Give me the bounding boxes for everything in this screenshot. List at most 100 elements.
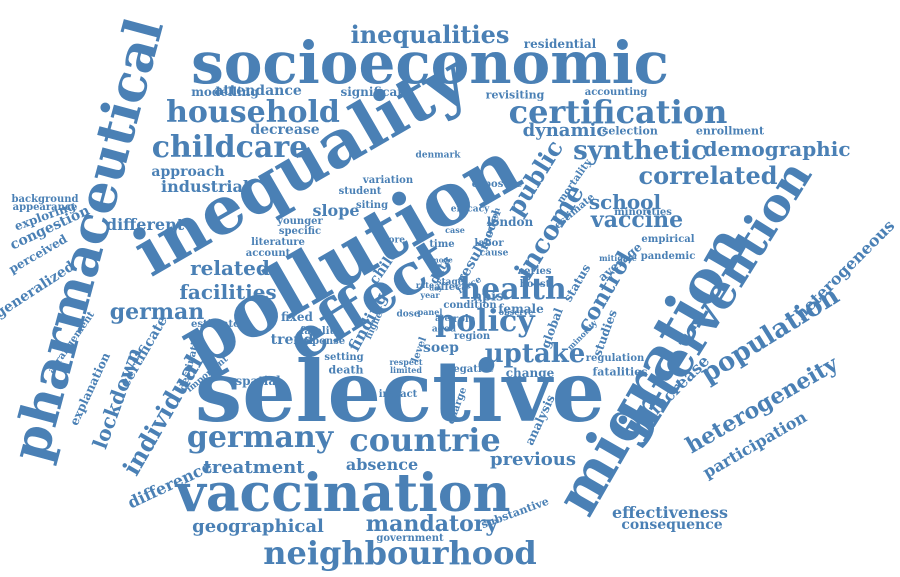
cloud-word-effectiveness: effectiveness [611, 503, 729, 522]
cloud-word-role: role [452, 314, 476, 325]
cloud-word-area: area [435, 313, 455, 323]
cloud-word-day: day [429, 283, 443, 293]
cloud-word-accounting: accounting [584, 87, 648, 98]
cloud-word-observe: observe [498, 307, 534, 317]
cloud-word-minorities: minorities [614, 207, 672, 218]
cloud-word-background: background [11, 194, 79, 205]
cloud-word-policy: policy [435, 304, 535, 339]
cloud-word-related: related [190, 256, 270, 280]
cloud-word-decrease: decrease [250, 122, 320, 138]
cloud-word-different: different [105, 215, 185, 234]
cloud-word-absence: absence [345, 455, 419, 474]
cloud-word-modelling: modelling [191, 85, 259, 99]
cloud-word-household: household [166, 95, 340, 130]
cloud-word-neighbourhood: neighbourhood [263, 534, 537, 572]
cloud-word-childcare: childcare [151, 130, 309, 165]
cloud-word-npis: npis [472, 289, 504, 305]
cloud-word-response: response [294, 336, 346, 347]
cloud-word-efficacy: efficacy [450, 204, 490, 215]
cloud-word-region: region [453, 331, 491, 342]
cloud-word-panel: panel [417, 307, 443, 317]
cloud-word-dose: dose [396, 309, 420, 320]
cloud-word-vaccine: vaccine [590, 207, 684, 233]
cloud-word-demographic: demographic [703, 137, 851, 161]
cloud-word-countrie: countrie [349, 421, 501, 459]
cloud-word-selection: selection [602, 124, 658, 138]
cloud-word-cause: cause [479, 248, 509, 259]
cloud-word-variation: variation [362, 175, 414, 186]
cloud-word-government: government [376, 533, 444, 544]
cloud-word-significant: significant [340, 85, 412, 99]
cloud-word-estimator: estimator [190, 319, 246, 330]
cloud-word-certification: certification [508, 93, 728, 131]
cloud-word-literature: literature [251, 237, 305, 248]
cloud-word-approach: approach [151, 164, 225, 180]
cloud-word-series: series [518, 266, 552, 277]
cloud-word-younger: younger [277, 216, 323, 227]
cloud-word-specific: specific [278, 226, 322, 237]
cloud-word-respect: respect [389, 357, 423, 367]
cloud-word-enrollment: enrollment [695, 124, 765, 138]
cloud-word-revisiting: revisiting [485, 88, 545, 102]
cloud-word-fatalities: fatalities [592, 365, 648, 379]
cloud-word-death: death [328, 363, 364, 377]
cloud-word-residential: residential [523, 37, 597, 51]
cloud-word-denmark: denmark [415, 150, 461, 161]
cloud-word-synthetic: synthetic [573, 136, 707, 166]
cloud-word-mitigate: mitigate [599, 253, 637, 263]
cloud-word-geographical: geographical [192, 516, 324, 537]
cloud-word-fixed: fixed [281, 310, 313, 324]
cloud-word-london: london [486, 215, 534, 229]
cloud-word-appearance: appearance [12, 202, 78, 213]
cloud-word-inequalities: inequalities [350, 20, 510, 49]
cloud-word-previous: previous [489, 449, 577, 470]
cloud-word-labor: labor [474, 238, 504, 249]
cloud-word-more: more [379, 235, 405, 246]
cloud-word-selective: selective [194, 342, 606, 441]
cloud-word-time: time [429, 239, 455, 250]
cloud-word-female: female [498, 302, 544, 316]
cloud-word-setting: setting [324, 352, 364, 363]
cloud-word-limited: limited [390, 365, 422, 375]
cloud-word-german: german [109, 299, 205, 325]
cloud-word-exposure: exposure [471, 179, 523, 190]
cloud-word-aged: aged [431, 324, 457, 335]
cloud-word-attendance: attendance [214, 83, 302, 99]
cloud-word-case: case [445, 225, 465, 235]
cloud-word-spatial: spatial [235, 374, 281, 388]
cloud-word-mode: mode [431, 255, 453, 265]
cloud-word-treatment: treatment [203, 457, 305, 478]
cloud-word-vaccination: vaccination [175, 463, 511, 524]
cloud-word-stage: stage [436, 277, 464, 288]
cloud-word-health: health [459, 272, 567, 307]
cloud-word-pandemic: pandemic [640, 251, 696, 262]
cloud-word-heterogeneous: heterogeneous [790, 215, 899, 324]
cloud-word-impact: impact [378, 389, 418, 400]
cloud-word-dynamic: dynamic [522, 120, 608, 141]
cloud-word-facilities: facilities [179, 280, 277, 304]
cloud-word-slope: slope [312, 201, 360, 220]
cloud-word-consequence: consequence [621, 517, 723, 533]
cloud-word-germany: germany [186, 420, 334, 455]
cloud-word-condition: condition [443, 300, 497, 311]
cloud-word-fatality: fatality [300, 326, 340, 337]
cloud-word-negative: negative [446, 364, 494, 375]
cloud-word-correlated: correlated [638, 161, 778, 190]
cloud-word-mandatory: mandatory [365, 511, 499, 537]
cloud-word-student: student [338, 186, 382, 197]
cloud-word-trend: trend [270, 332, 314, 348]
cloud-word-empirical: empirical [641, 234, 695, 245]
cloud-word-boost: boost [519, 279, 551, 290]
cloud-word-socioeconomic: socioeconomic [191, 29, 669, 97]
cloud-word-year: year [420, 290, 440, 300]
cloud-word-account: account [245, 248, 291, 259]
cloud-word-siting: siting [355, 200, 389, 211]
cloud-word-change: change [505, 366, 555, 380]
cloud-word-industrial: industrial [161, 177, 249, 196]
cloud-word-soep: soep [423, 340, 459, 356]
cloud-word-school: school [588, 190, 662, 214]
cloud-word-regulation: regulation [585, 353, 645, 364]
cloud-word-affect: affect [434, 282, 466, 293]
cloud-word-rate: rate [415, 280, 435, 290]
